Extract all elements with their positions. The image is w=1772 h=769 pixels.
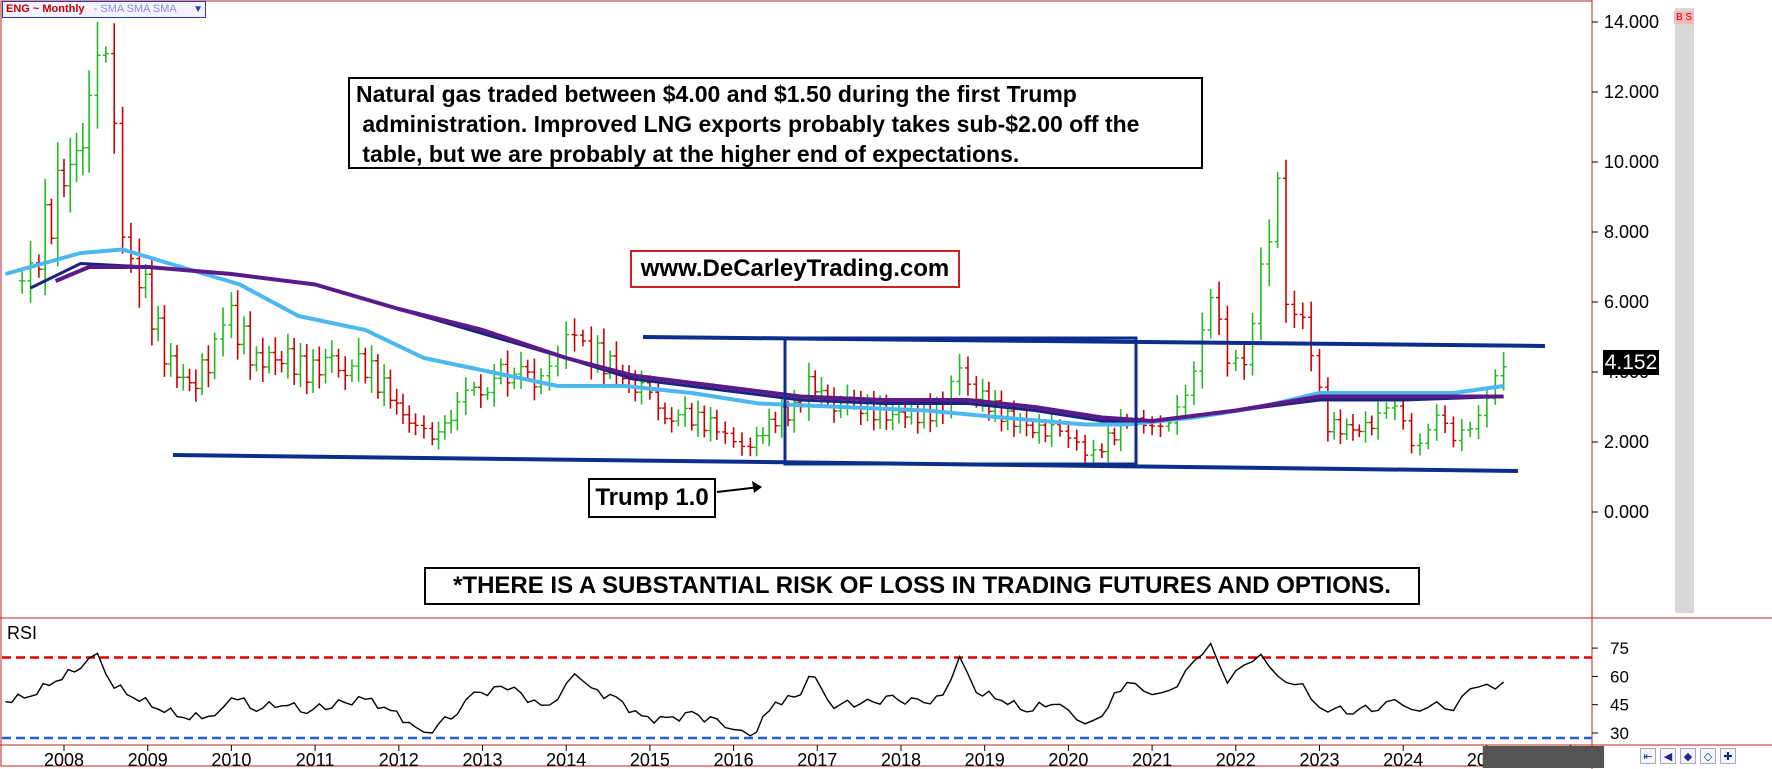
time-tick-label: 2014: [546, 750, 586, 769]
time-tick-label: 2020: [1048, 750, 1088, 769]
time-tick-label: 2010: [211, 750, 251, 769]
price-tick-label: 14.000: [1604, 12, 1659, 32]
rsi-tick-label: 30: [1610, 724, 1629, 743]
chart-nav-buttons: ⇤ ◀ ◆ ◇ ✚: [1640, 748, 1736, 764]
time-tick-label: 2016: [714, 750, 754, 769]
price-tick-label: 10.000: [1604, 152, 1659, 172]
zoom-out-icon[interactable]: ◇: [1700, 748, 1716, 764]
vertical-scrollbar[interactable]: [1675, 8, 1694, 613]
price-tick-label: 8.000: [1604, 222, 1649, 242]
trump-arrow-head: [752, 481, 762, 493]
rsi-tick-label: 60: [1610, 667, 1629, 686]
risk-disclaimer: *THERE IS A SUBSTANTIAL RISK OF LOSS IN …: [424, 567, 1420, 605]
time-tick-label: 2024: [1383, 750, 1423, 769]
time-tick-label: 2012: [379, 750, 419, 769]
rsi-tick-label: 45: [1610, 696, 1629, 715]
buy-sell-toggle[interactable]: B S: [1674, 11, 1694, 24]
future-period-shade: [1482, 746, 1605, 768]
rsi-panel-label: RSI: [7, 623, 38, 643]
time-tick-label: 2017: [797, 750, 837, 769]
note-line-3: table, but we are probably at the higher…: [356, 141, 1020, 167]
rsi-line: [5, 642, 1505, 737]
website-watermark: www.DeCarleyTrading.com: [630, 250, 960, 288]
time-tick-label: 2011: [296, 750, 335, 769]
sma-slow-line: [54, 265, 1504, 423]
time-tick-label: 2021: [1132, 750, 1172, 769]
symbol-title: ENG ~ Monthly: [6, 3, 85, 15]
price-tick-label: 12.000: [1604, 82, 1659, 102]
note-line-2: administration. Improved LNG exports pro…: [356, 111, 1140, 137]
price-tick-label: 0.000: [1604, 502, 1649, 522]
chart-title-bar[interactable]: ENG ~ Monthly - SMA SMA SMA ▼: [2, 1, 206, 18]
time-tick-label: 2018: [881, 750, 921, 769]
time-tick-label: 2022: [1216, 750, 1256, 769]
prev-page-icon[interactable]: ◀: [1660, 748, 1676, 764]
trump-period-box: [783, 336, 1138, 466]
first-page-icon[interactable]: ⇤: [1640, 748, 1656, 764]
time-tick-label: 2019: [965, 750, 1005, 769]
price-tick-label: 6.000: [1604, 292, 1649, 312]
triangle-down-icon[interactable]: ▼: [193, 4, 203, 15]
time-tick-label: 2008: [44, 750, 84, 769]
time-tick-label: 2009: [128, 750, 168, 769]
time-tick-label: 2023: [1299, 750, 1339, 769]
rsi-tick-label: 75: [1610, 639, 1629, 658]
trump-label: Trump 1.0: [588, 478, 716, 518]
price-tick-label: 2.000: [1604, 432, 1649, 452]
time-tick-label: 2015: [630, 750, 670, 769]
time-tick-label: 2013: [462, 750, 502, 769]
indicator-list: - SMA SMA SMA: [93, 3, 177, 15]
trump-arrow-shaft: [716, 486, 761, 493]
zoom-in-icon[interactable]: ◆: [1680, 748, 1696, 764]
note-line-1: Natural gas traded between $4.00 and $1.…: [356, 81, 1077, 107]
add-icon[interactable]: ✚: [1720, 748, 1736, 764]
last-price-badge: 4.152: [1603, 350, 1659, 375]
commentary-note: Natural gas traded between $4.00 and $1.…: [348, 77, 1203, 169]
